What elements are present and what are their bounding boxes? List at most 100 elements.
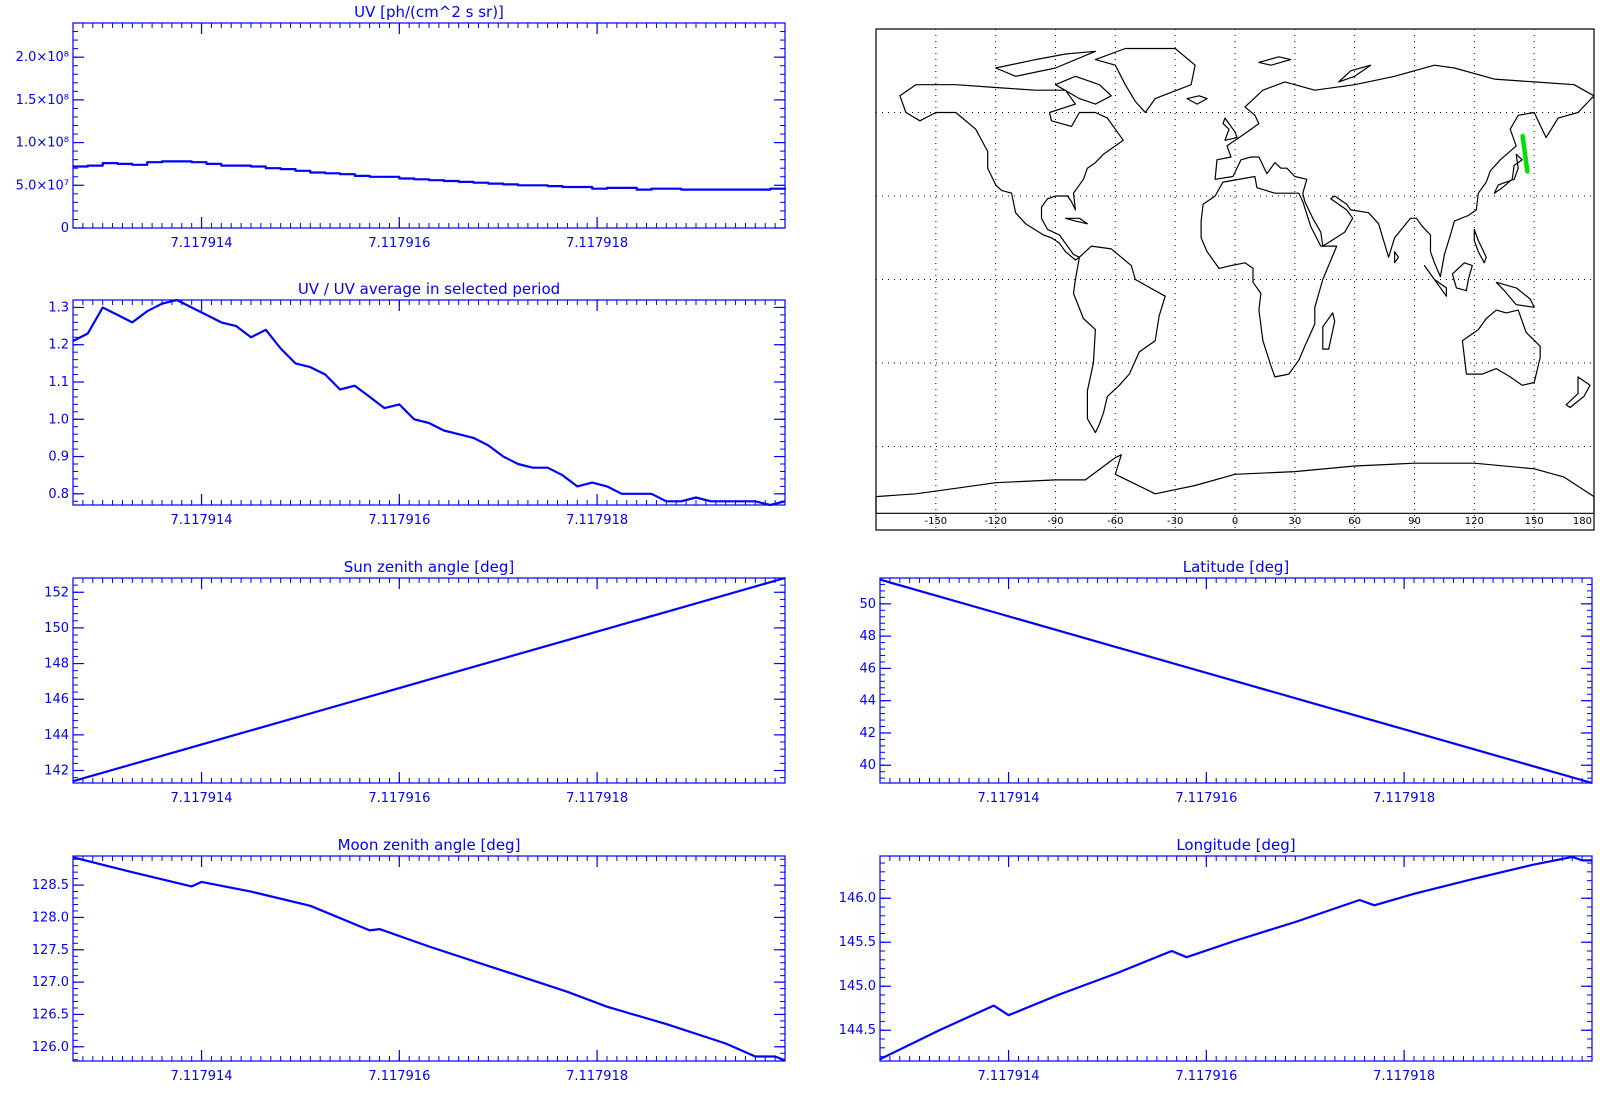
landmass-philippines	[1473, 228, 1487, 264]
landmass-svalbard	[1258, 56, 1292, 66]
longitude-tick-label: 180	[1573, 516, 1592, 527]
longitude-tick-label: 150	[1525, 516, 1544, 527]
x-tick-label: 7.117918	[566, 236, 628, 251]
chart-title: Longitude [deg]	[1176, 836, 1295, 854]
y-tick-label: 148	[44, 657, 69, 672]
y-tick-label: 144.5	[839, 1023, 876, 1038]
x-tick-label: 7.117916	[368, 513, 430, 528]
landmass-iceland	[1186, 95, 1208, 105]
x-tick-label: 7.117914	[978, 791, 1040, 806]
chart-moon-zenith: Moon zenith angle [deg] 7.117914 7.117916 7…	[32, 836, 786, 1084]
x-tick-label: 7.117914	[978, 1069, 1040, 1084]
x-tick-label: 7.117914	[171, 1069, 233, 1084]
y-tick-label: 1.0	[48, 412, 69, 427]
chart-latitude: Latitude [deg] 7.117914 7.117916 7.117918 40…	[859, 558, 1593, 806]
landmass-borneo	[1451, 262, 1473, 292]
x-tick-label: 7.117916	[1175, 1069, 1237, 1084]
y-tick-label: 126.5	[32, 1007, 69, 1022]
landmass-new-zealand	[1565, 376, 1591, 409]
x-tick-label: 7.117914	[171, 236, 233, 251]
chart-uv: UV [ph/(cm^2 s sr)] 7.117914 7.117916 7.117…	[16, 3, 787, 251]
x-tick-label: 7.117918	[566, 791, 628, 806]
x-tick-label: 7.117918	[1373, 791, 1435, 806]
landmass-antarctica	[875, 454, 1595, 514]
landmass-cuba	[1064, 217, 1089, 225]
y-tick-label: 1.0×10⁸	[16, 136, 69, 151]
longitude-tick-label: -120	[984, 516, 1007, 527]
y-tick-label: 1.1	[48, 375, 69, 390]
chart-title: Latitude [deg]	[1183, 558, 1289, 576]
chart-uv-ratio: UV / UV average in selected period 7.1179…	[48, 280, 786, 528]
map-frame	[875, 28, 1595, 531]
series-line-latitude	[879, 578, 1593, 785]
y-tick-label: 46	[859, 661, 876, 676]
y-tick-label: 5.0×10⁷	[16, 178, 69, 193]
y-tick-label: 44	[859, 694, 876, 709]
x-tick-label: 7.117916	[368, 1069, 430, 1084]
longitude-tick-label: -60	[1107, 516, 1123, 527]
plot-frame	[72, 855, 786, 1062]
y-tick-label: 42	[859, 726, 876, 741]
y-tick-label: 146	[44, 692, 69, 707]
landmass-indonesia	[1423, 265, 1448, 297]
longitude-tick-label: -150	[924, 516, 947, 527]
longitude-tick-label: 0	[1232, 516, 1238, 527]
chart-title: Moon zenith angle [deg]	[338, 836, 521, 854]
y-tick-label: 48	[859, 629, 876, 644]
y-tick-label: 150	[44, 621, 69, 636]
landmass-novaya-zemlya	[1338, 64, 1372, 83]
y-tick-label: 0.9	[48, 450, 69, 465]
series-line-uv-ratio	[72, 298, 786, 507]
chart-title: Sun zenith angle [deg]	[344, 558, 515, 576]
y-tick-label: 127.0	[32, 975, 69, 990]
satellite-ground-track	[1520, 133, 1530, 174]
y-tick-label: 0	[61, 221, 69, 236]
plot-frame	[72, 22, 786, 229]
landmass-japan	[1493, 153, 1523, 194]
y-tick-label: 127.5	[32, 943, 69, 958]
series-line-moon-zenith	[72, 856, 786, 1062]
y-tick-label: 145.0	[839, 979, 876, 994]
x-tick-label: 7.117918	[566, 1069, 628, 1084]
longitude-tick-label: 30	[1288, 516, 1301, 527]
x-tick-label: 7.117914	[171, 513, 233, 528]
y-tick-label: 126.0	[32, 1040, 69, 1055]
landmass-eurasia	[1214, 64, 1595, 278]
y-tick-label: 142	[44, 764, 69, 779]
landmass-madagascar	[1322, 312, 1336, 350]
series-line-uv	[73, 160, 787, 191]
y-tick-label: 0.8	[48, 487, 69, 502]
chart-title: UV [ph/(cm^2 s sr)]	[354, 3, 504, 21]
y-tick-label: 1.5×10⁸	[16, 93, 69, 108]
series-line-sun-zenith	[72, 576, 786, 783]
y-tick-label: 1.2	[48, 338, 69, 353]
landmass-sri-lanka	[1393, 251, 1400, 264]
y-tick-label: 40	[859, 758, 876, 773]
y-tick-label: 152	[44, 585, 69, 600]
landmass-new-guinea	[1495, 281, 1535, 308]
landmass-south-america	[1072, 245, 1166, 434]
landmass-arctic-islands	[995, 50, 1097, 77]
longitude-tick-label: -90	[1047, 516, 1063, 527]
x-tick-label: 7.117914	[171, 791, 233, 806]
y-tick-label: 144	[44, 728, 69, 743]
plot-frame	[72, 299, 786, 506]
longitude-tick-label: 120	[1465, 516, 1484, 527]
longitude-tick-label: -30	[1167, 516, 1183, 527]
longitude-tick-label: 60	[1348, 516, 1361, 527]
landmass-africa	[1200, 175, 1338, 378]
y-tick-label: 50	[859, 597, 876, 612]
chart-title: UV / UV average in selected period	[298, 280, 560, 298]
landmass-britain	[1222, 117, 1238, 141]
chart-longitude: Longitude [deg] 7.117914 7.117916 7.117918 1…	[839, 836, 1593, 1084]
y-tick-label: 1.3	[48, 300, 69, 315]
world-map-panel: -150 -120 -90 -60 -30 0 30 60 90 120 150 180	[875, 28, 1595, 531]
x-tick-label: 7.117918	[1373, 1069, 1435, 1084]
plot-frame	[879, 855, 1593, 1062]
y-tick-label: 145.5	[839, 935, 876, 950]
landmass-baffin-island	[1054, 75, 1112, 105]
chart-sun-zenith: Sun zenith angle [deg] 7.117914 7.117916 7.…	[44, 558, 786, 806]
y-tick-label: 128.0	[32, 910, 69, 925]
x-tick-label: 7.117918	[566, 513, 628, 528]
